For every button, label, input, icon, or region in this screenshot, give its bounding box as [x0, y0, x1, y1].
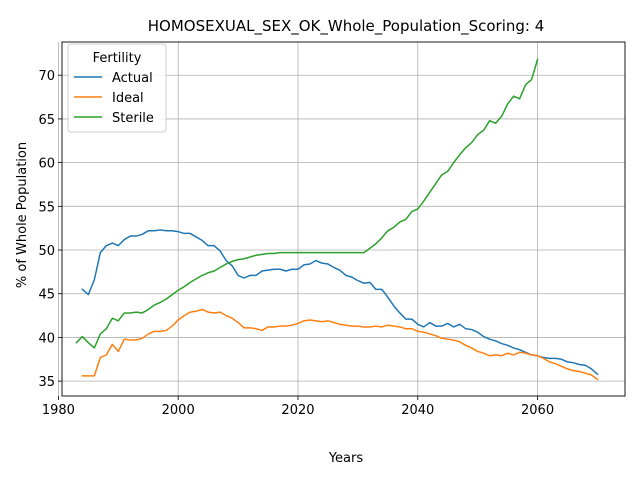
y-axis-label: % of Whole Population: [15, 142, 30, 288]
legend-box: [67, 43, 167, 133]
legend-label-sterile: Sterile: [112, 111, 154, 126]
y-tick-label: 60: [38, 157, 55, 172]
y-tick-label: 40: [38, 331, 55, 346]
grid-lines: [58, 42, 625, 396]
series-line-ideal: [81, 308, 599, 381]
series-line-actual: [81, 229, 599, 376]
y-tick-label: 50: [38, 244, 55, 259]
series-line-sterile: [75, 58, 539, 349]
x-tick-label: 2000: [162, 403, 195, 418]
y-tick-label: 35: [38, 375, 55, 390]
y-axis-ticks: 35 40 45 50 55 60 65 70: [38, 69, 62, 390]
legend-title: Fertility: [93, 51, 142, 66]
chart-title: HOMOSEXUAL_SEX_OK_Whole_Population_Scori…: [148, 17, 545, 36]
legend: Fertility Actual Ideal Sterile: [67, 43, 167, 133]
series-lines: [75, 58, 599, 381]
y-tick-label: 65: [38, 113, 55, 128]
x-axis-label: Years: [328, 451, 364, 466]
y-tick-label: 70: [38, 69, 55, 84]
x-tick-label: 2020: [281, 403, 314, 418]
x-tick-label: 1980: [42, 403, 75, 418]
y-tick-label: 45: [38, 288, 55, 303]
legend-label-actual: Actual: [112, 71, 153, 86]
x-tick-label: 2060: [521, 403, 554, 418]
y-tick-label: 55: [38, 200, 55, 215]
plot-frame: [61, 41, 626, 397]
legend-label-ideal: Ideal: [112, 91, 144, 106]
x-axis-ticks: 1980 2000 2020 2040 2060: [42, 396, 554, 418]
x-tick-label: 2040: [401, 403, 434, 418]
